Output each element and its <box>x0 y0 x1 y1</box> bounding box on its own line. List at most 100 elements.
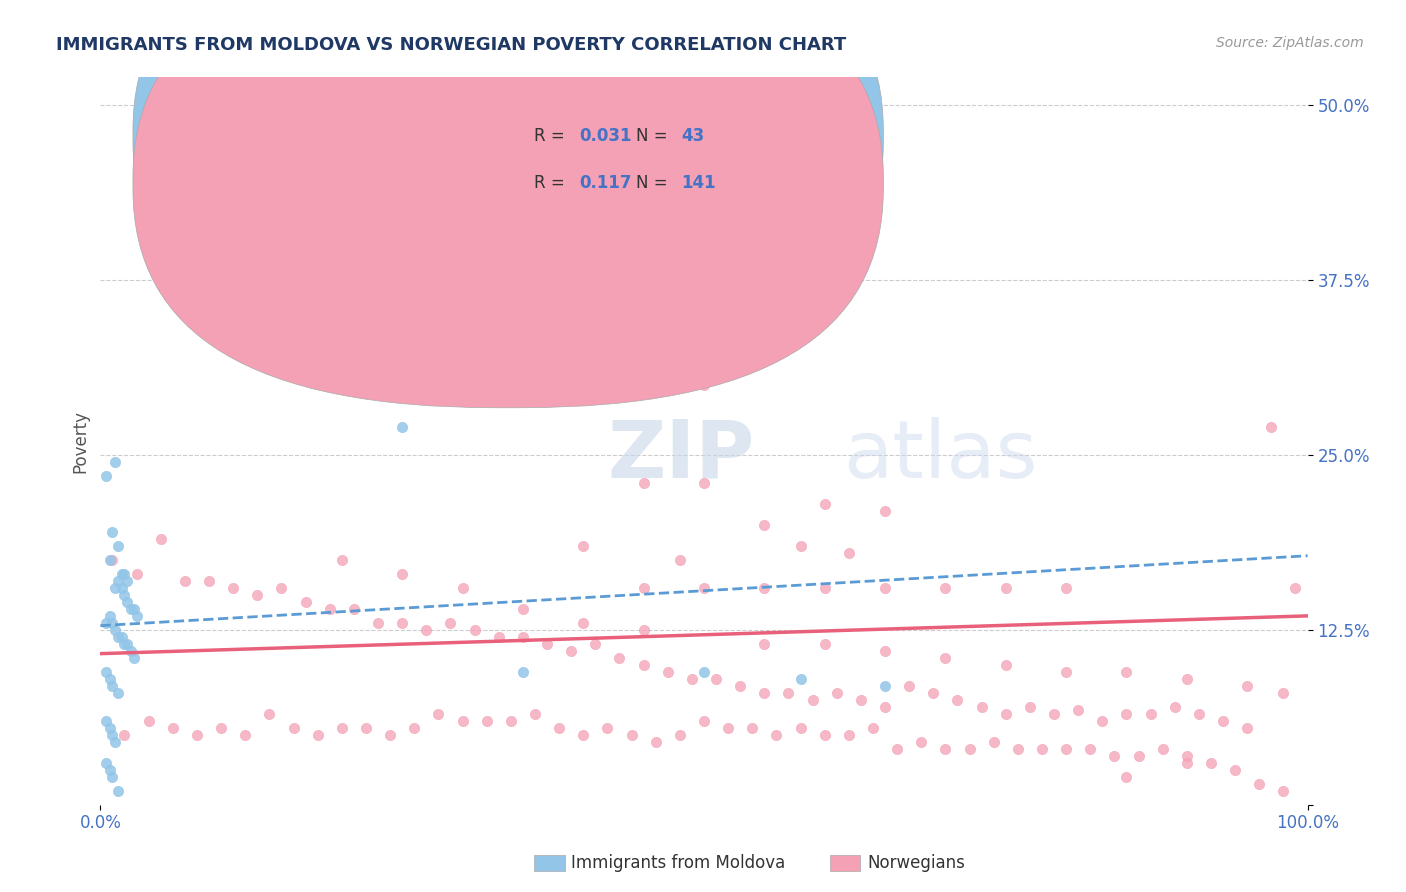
Point <box>98 721 121 735</box>
Point <box>934 581 956 595</box>
Point <box>107 574 129 588</box>
Text: 0.031: 0.031 <box>579 128 633 145</box>
Point <box>1078 741 1101 756</box>
Point <box>307 728 329 742</box>
Point <box>98 763 121 777</box>
Point <box>572 728 595 742</box>
Point <box>404 721 426 735</box>
Point <box>910 735 932 749</box>
Point <box>101 615 124 630</box>
Point <box>114 728 136 742</box>
Point <box>814 581 837 595</box>
Text: Immigrants from Moldova: Immigrants from Moldova <box>571 854 785 871</box>
Point <box>101 524 124 539</box>
Point <box>115 637 138 651</box>
Point <box>693 665 716 679</box>
Point <box>98 553 121 567</box>
Point <box>1236 679 1258 693</box>
Point <box>633 581 655 595</box>
Point <box>572 615 595 630</box>
Point <box>96 469 118 483</box>
Point <box>1139 706 1161 721</box>
Point <box>1212 714 1234 728</box>
Text: R =: R = <box>534 128 569 145</box>
Point <box>96 665 118 679</box>
Text: N =: N = <box>637 128 673 145</box>
Point <box>162 721 184 735</box>
Point <box>101 679 124 693</box>
Point <box>548 721 571 735</box>
Point <box>572 539 595 553</box>
Point <box>681 672 703 686</box>
Text: 43: 43 <box>681 128 704 145</box>
Point <box>125 608 148 623</box>
Point <box>825 686 848 700</box>
Point <box>849 693 872 707</box>
Point <box>354 721 377 735</box>
Point <box>512 665 534 679</box>
Point <box>789 539 811 553</box>
Point <box>107 539 129 553</box>
Point <box>1043 706 1066 721</box>
Point <box>1188 706 1211 721</box>
Point <box>138 714 160 728</box>
Text: 141: 141 <box>681 174 716 192</box>
Point <box>1128 748 1150 763</box>
Point <box>114 637 136 651</box>
Point <box>789 672 811 686</box>
Point <box>270 581 292 595</box>
Text: ZIP: ZIP <box>607 417 755 494</box>
Point <box>488 630 510 644</box>
Point <box>596 721 619 735</box>
Point <box>391 420 413 434</box>
Point <box>104 581 127 595</box>
Point <box>741 721 763 735</box>
Point <box>728 679 751 693</box>
Point <box>754 581 776 595</box>
Point <box>111 581 134 595</box>
Point <box>669 728 692 742</box>
Point <box>1272 783 1295 797</box>
Point <box>898 679 921 693</box>
Point <box>633 475 655 490</box>
Point <box>114 566 136 581</box>
Point <box>1031 741 1053 756</box>
Point <box>427 706 450 721</box>
Point <box>873 581 896 595</box>
Point <box>693 378 716 392</box>
Point <box>1249 777 1271 791</box>
Point <box>609 650 631 665</box>
Point <box>1152 741 1174 756</box>
Point <box>838 728 860 742</box>
Point <box>1019 699 1042 714</box>
Point <box>873 644 896 658</box>
Point <box>319 602 342 616</box>
Point <box>994 706 1017 721</box>
Point <box>1054 741 1077 756</box>
Point <box>98 672 121 686</box>
Point <box>560 644 582 658</box>
Point <box>946 693 969 707</box>
Point <box>115 595 138 609</box>
Point <box>959 741 981 756</box>
Point <box>1260 420 1282 434</box>
Point <box>693 211 716 225</box>
Point <box>107 630 129 644</box>
Point <box>1104 748 1126 763</box>
Text: N =: N = <box>637 174 673 192</box>
Point <box>96 756 118 770</box>
Point <box>934 650 956 665</box>
Point <box>583 637 606 651</box>
Point <box>104 455 127 469</box>
Point <box>536 637 558 651</box>
Point <box>1236 721 1258 735</box>
Point <box>994 657 1017 672</box>
Point <box>114 588 136 602</box>
Point <box>499 714 522 728</box>
FancyBboxPatch shape <box>134 0 883 361</box>
Point <box>101 553 124 567</box>
Point <box>873 504 896 518</box>
Point <box>330 721 353 735</box>
Text: atlas: atlas <box>842 417 1038 494</box>
Point <box>523 706 546 721</box>
